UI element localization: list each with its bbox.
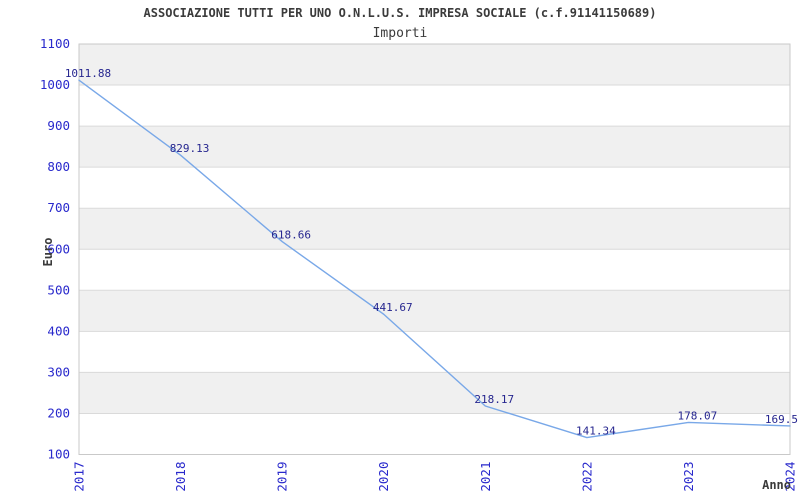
data-point-label: 169.5 (765, 413, 798, 426)
y-tick-label: 100 (47, 447, 70, 462)
plot-band (79, 126, 790, 168)
data-point-label: 1011.88 (65, 67, 111, 80)
chart-subtitle: Importi (372, 26, 428, 41)
y-tick-label: 600 (47, 241, 70, 256)
y-tick-label: 300 (47, 364, 70, 379)
plot-band (79, 290, 790, 332)
y-tick-label: 400 (47, 323, 70, 338)
plot-band (79, 372, 790, 414)
y-tick-label: 900 (47, 118, 70, 133)
data-point-label: 141.34 (576, 425, 616, 438)
data-point-label: 178.07 (678, 409, 718, 422)
plot-band (79, 44, 790, 86)
data-point-label: 618.66 (271, 229, 311, 242)
x-tick-label: 2024 (783, 462, 798, 492)
x-tick-label: 2023 (681, 462, 696, 492)
data-point-label: 218.17 (474, 393, 514, 406)
y-axis-title: Euro (41, 237, 55, 267)
x-tick-label: 2017 (72, 462, 87, 492)
plot-band (79, 208, 790, 250)
y-tick-label: 700 (47, 200, 70, 215)
data-point-label: 441.67 (373, 301, 413, 314)
x-tick-label: 2022 (579, 462, 594, 492)
data-line (78, 79, 791, 439)
plot-border (78, 43, 791, 455)
x-tick-label: 2018 (173, 462, 188, 492)
x-axis-title: Anno (762, 478, 791, 492)
y-tick-label: 800 (47, 159, 70, 174)
y-tick-label: 200 (47, 405, 70, 420)
y-tick-label: 1000 (40, 77, 70, 92)
x-tick-label: 2021 (478, 462, 493, 492)
data-point-label: 829.13 (170, 142, 210, 155)
y-tick-label: 1100 (40, 36, 70, 51)
x-tick-label: 2020 (376, 462, 391, 492)
x-tick-label: 2019 (275, 462, 290, 492)
chart-title: ASSOCIAZIONE TUTTI PER UNO O.N.L.U.S. IM… (143, 6, 657, 20)
y-tick-label: 500 (47, 282, 70, 297)
